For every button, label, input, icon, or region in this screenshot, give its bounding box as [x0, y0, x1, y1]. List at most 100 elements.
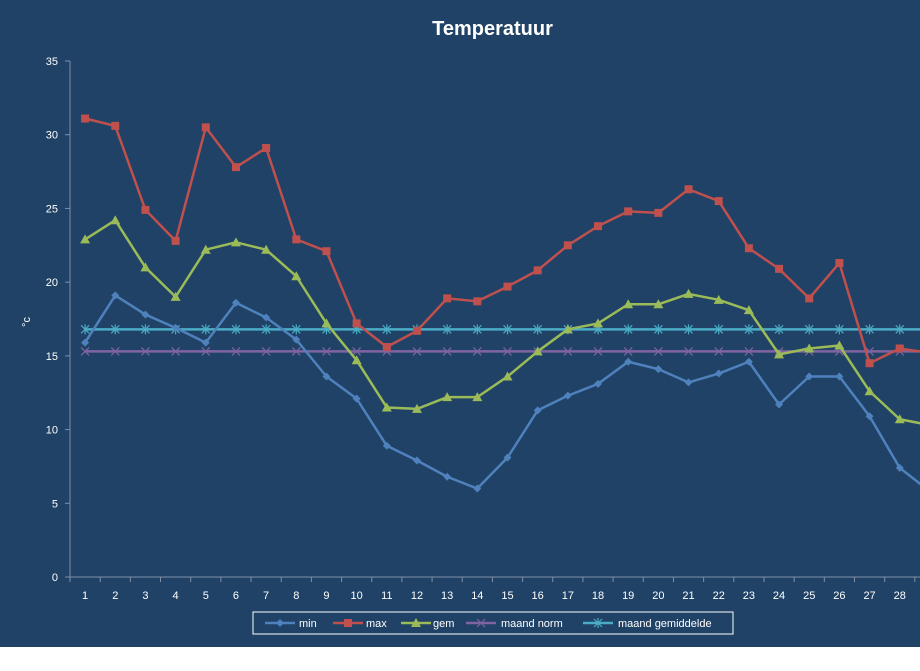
data-point-max	[805, 294, 814, 303]
data-point-gem	[472, 392, 483, 402]
legend-marker-maand-norm	[476, 618, 486, 628]
legend-label-min: min	[299, 618, 317, 630]
series-line-min	[84, 294, 920, 490]
data-point-gem	[442, 392, 453, 402]
data-point-maand-norm	[593, 347, 603, 356]
data-point-min	[231, 298, 240, 307]
series-line-max	[84, 117, 920, 365]
series-group	[80, 114, 920, 493]
data-point-min	[412, 456, 421, 465]
chart-frame: Temperatuur 0 5 10 15 20 25 30 35 1 2 3 4 5 6 7 8 9 10 11…	[0, 0, 920, 647]
data-point-maand-gemiddelde	[442, 324, 452, 335]
data-point-max	[292, 235, 301, 244]
data-point-maand-norm	[684, 347, 693, 356]
data-point-maand-gemiddelde	[714, 324, 724, 335]
data-point-maand-norm	[80, 347, 90, 356]
data-point-min	[443, 472, 452, 481]
data-point-min	[654, 365, 663, 374]
data-point-max	[81, 114, 90, 123]
y-tick-label: 30	[46, 130, 58, 142]
data-point-gem	[774, 349, 785, 359]
data-point-maand-norm	[744, 347, 754, 356]
data-point-max	[563, 241, 572, 250]
data-point-maand-norm	[714, 347, 724, 356]
data-point-min	[865, 412, 874, 421]
x-tick-label: 20	[652, 590, 664, 602]
data-point-min	[895, 463, 904, 472]
x-tick-label: 6	[233, 590, 239, 602]
data-point-maand-gemiddelde	[261, 324, 271, 335]
data-point-max	[503, 282, 512, 291]
x-tick-label: 15	[501, 590, 513, 602]
data-point-max	[443, 294, 452, 303]
data-point-maand-norm	[322, 347, 331, 356]
data-point-max	[412, 326, 421, 335]
data-point-maand-norm	[171, 347, 181, 356]
y-axis-label: °c	[21, 317, 33, 327]
data-point-maand-norm	[110, 347, 120, 356]
data-point-gem	[261, 244, 272, 254]
data-point-maand-gemiddelde	[382, 324, 392, 335]
data-point-gem	[351, 355, 362, 365]
x-tick-label: 11	[381, 590, 392, 602]
data-point-max	[171, 236, 180, 245]
y-ticks: 0 5 10 15 20 25 30 35	[46, 56, 70, 584]
data-point-maand-gemiddelde	[744, 324, 754, 335]
y-tick-label: 10	[46, 425, 58, 437]
data-point-gem	[713, 294, 724, 304]
x-ticks: 1 2 3 4 5 6 7 8 9 10 11 12 13 14 15 16 17 18 19 20 21 22 23 24 2…	[69, 577, 916, 602]
data-point-maand-norm	[623, 347, 633, 356]
data-point-max	[322, 247, 331, 256]
data-point-max	[895, 344, 904, 353]
data-point-gem	[593, 318, 604, 328]
data-point-max	[352, 319, 361, 328]
data-point-gem	[532, 346, 543, 356]
x-tick-label: 1	[82, 590, 88, 602]
data-point-min	[81, 338, 90, 347]
data-point-min	[503, 453, 512, 462]
data-point-maand-gemiddelde	[834, 324, 844, 335]
data-point-gem	[411, 403, 422, 413]
legend-marker-min	[276, 619, 284, 627]
data-point-gem	[894, 414, 905, 424]
data-point-maand-gemiddelde	[201, 324, 211, 335]
data-point-maand-norm	[472, 347, 482, 356]
legend-marker-max	[344, 619, 352, 627]
data-point-maand-gemiddelde	[80, 324, 90, 335]
data-point-min	[352, 394, 361, 403]
series-max	[81, 114, 920, 368]
data-point-maand-gemiddelde	[231, 324, 241, 335]
data-point-min	[835, 372, 844, 381]
data-point-gem	[200, 244, 211, 254]
legend-box	[252, 611, 734, 635]
series-gem	[80, 215, 920, 425]
data-point-gem	[653, 299, 664, 309]
x-tick-label: 24	[773, 590, 785, 602]
data-point-maand-norm	[653, 347, 663, 356]
data-point-maand-norm	[503, 347, 512, 356]
data-point-min	[473, 484, 482, 493]
data-point-min	[201, 338, 210, 347]
data-point-min	[141, 310, 150, 319]
data-point-max	[624, 207, 633, 216]
data-point-max	[865, 359, 874, 368]
data-point-max	[654, 208, 663, 217]
data-point-max	[141, 205, 150, 214]
data-point-maand-gemiddelde	[623, 324, 633, 335]
data-point-min	[292, 335, 301, 344]
data-point-max	[473, 297, 482, 306]
data-point-maand-gemiddelde	[503, 324, 512, 335]
data-point-max	[684, 185, 693, 194]
data-point-maand-gemiddelde	[895, 324, 905, 335]
data-point-max	[835, 258, 844, 267]
chart-title: Temperatuur	[432, 18, 553, 40]
x-tick-label: 26	[833, 590, 845, 602]
data-point-max	[201, 123, 210, 132]
data-point-min	[594, 379, 603, 388]
data-point-maand-gemiddelde	[653, 324, 663, 335]
y-tick-label: 5	[52, 498, 58, 510]
series-min	[81, 291, 920, 493]
data-point-maand-gemiddelde	[141, 324, 150, 335]
data-point-maand-gemiddelde	[291, 324, 301, 335]
data-point-min	[382, 441, 391, 450]
